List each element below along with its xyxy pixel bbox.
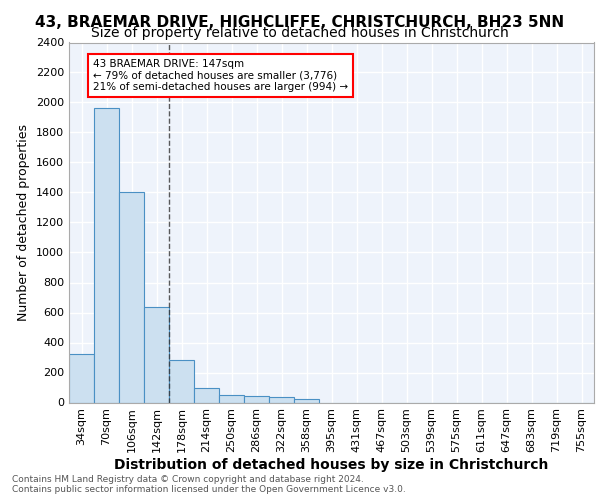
Text: Size of property relative to detached houses in Christchurch: Size of property relative to detached ho… [91,26,509,40]
Bar [169,360,194,403]
Bar [244,396,269,402]
Bar [119,192,144,402]
Bar [294,399,319,402]
Text: Contains HM Land Registry data © Crown copyright and database right 2024.
Contai: Contains HM Land Registry data © Crown c… [12,474,406,494]
Text: 43, BRAEMAR DRIVE, HIGHCLIFFE, CHRISTCHURCH, BH23 5NN: 43, BRAEMAR DRIVE, HIGHCLIFFE, CHRISTCHU… [35,15,565,30]
Bar [94,108,119,403]
Bar [194,388,219,402]
Bar [219,396,244,402]
Bar [269,397,294,402]
X-axis label: Distribution of detached houses by size in Christchurch: Distribution of detached houses by size … [115,458,548,472]
Text: 43 BRAEMAR DRIVE: 147sqm
← 79% of detached houses are smaller (3,776)
21% of sem: 43 BRAEMAR DRIVE: 147sqm ← 79% of detach… [93,59,348,92]
Bar [69,354,94,403]
Y-axis label: Number of detached properties: Number of detached properties [17,124,31,321]
Bar [144,306,169,402]
